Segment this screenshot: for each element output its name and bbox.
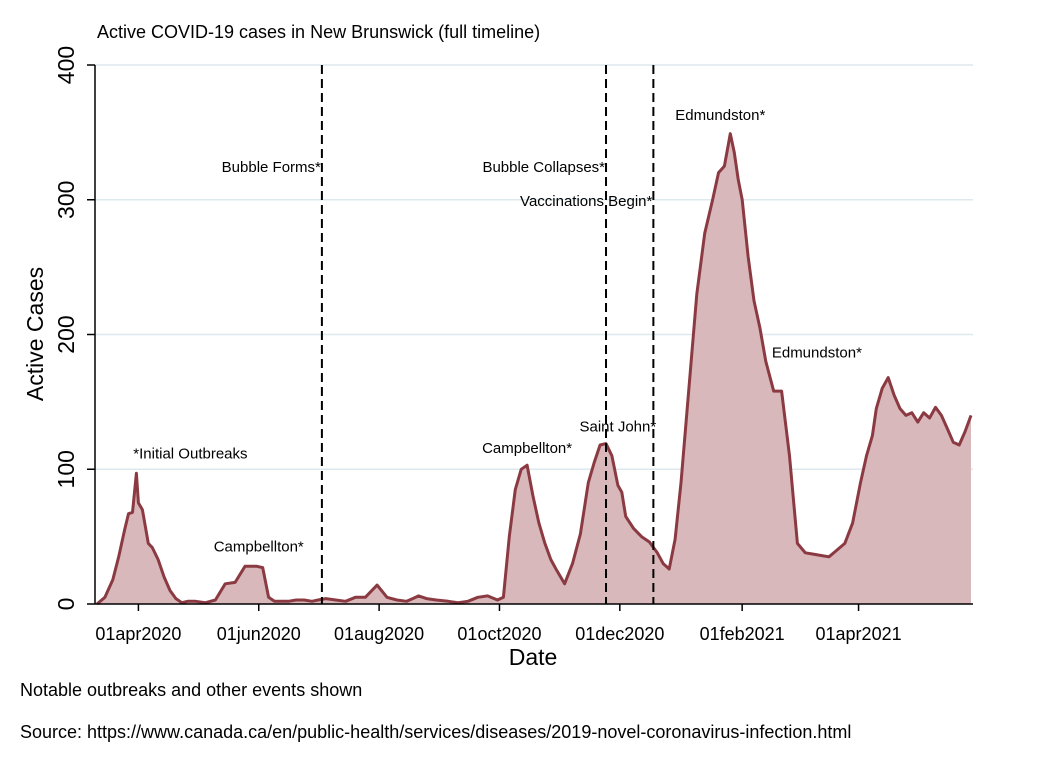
outbreak-annotation: Campbellton* xyxy=(214,538,304,555)
event-label: Bubble Collapses* xyxy=(482,159,605,176)
chart-title: Active COVID-19 cases in New Brunswick (… xyxy=(97,22,540,42)
source-note: Source: https://www.canada.ca/en/public-… xyxy=(20,722,852,742)
x-tick-label: 01feb2021 xyxy=(700,624,785,644)
grid-lines xyxy=(95,64,973,470)
annotations: *Initial Outbreaks Campbellton* Campbellto… xyxy=(133,107,862,555)
y-tick-label: 200 xyxy=(53,315,79,353)
outbreak-annotation: Saint John* xyxy=(579,419,656,436)
series-line xyxy=(96,132,973,606)
y-tick-label: 300 xyxy=(53,181,79,219)
x-axis-title: Date xyxy=(509,644,558,670)
outbreak-annotation: Edmundston* xyxy=(772,344,862,361)
outbreak-annotation: Campbellton* xyxy=(482,440,572,457)
series-area xyxy=(97,133,971,604)
outbreak-annotation: Edmundston* xyxy=(675,107,765,124)
x-tick-label: 01aug2020 xyxy=(334,624,424,644)
y-axis-title: Active Cases xyxy=(22,267,48,401)
event-lines: Bubble Forms* Bubble Collapses* Vaccinatio… xyxy=(222,65,655,604)
y-tick-label: 0 xyxy=(53,598,79,611)
event-label: Vaccinations Begin* xyxy=(520,193,652,210)
axes: 0 100 200 300 400 01apr2020 01jun2020 01aug2020… xyxy=(53,46,973,644)
x-tick-label: 01jun2020 xyxy=(217,624,301,644)
footnote: Notable outbreaks and other events shown xyxy=(20,680,363,700)
y-tick-label: 400 xyxy=(53,46,79,84)
x-tick-label: 01dec2020 xyxy=(575,624,664,644)
x-tick-label: 01apr2020 xyxy=(95,624,181,644)
event-label: Bubble Forms* xyxy=(222,159,321,176)
y-tick-label: 100 xyxy=(53,450,79,488)
x-tick-label: 01apr2021 xyxy=(816,624,902,644)
outbreak-annotation: *Initial Outbreaks xyxy=(133,445,247,462)
x-tick-label: 01oct2020 xyxy=(457,624,541,644)
